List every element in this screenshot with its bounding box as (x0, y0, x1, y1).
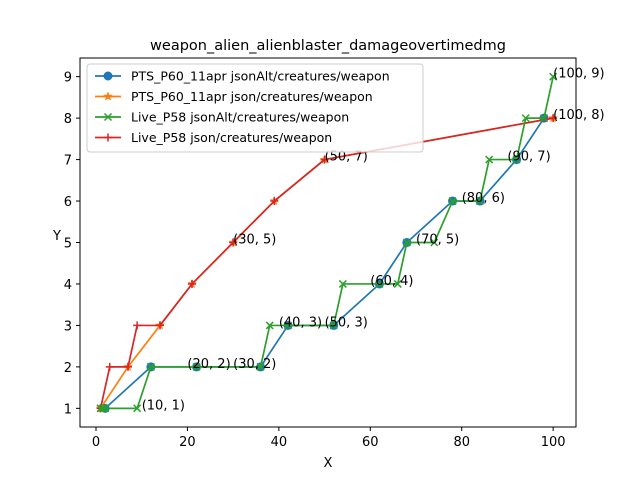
y-tick-label: 3 (64, 319, 72, 334)
data-label: (100, 9) (553, 67, 605, 82)
data-point (265, 321, 274, 330)
chart-title: weapon_alien_alienblaster_damageovertime… (150, 38, 506, 54)
series-line (100, 76, 554, 410)
y-tick-label: 2 (64, 361, 72, 376)
data-point (375, 279, 384, 288)
plot-area: (10, 1)(20, 2) (30, 2)(30, 5)(40, 3) (50, … (95, 67, 605, 414)
y-tick-label: 7 (64, 154, 72, 169)
data-label: (10, 1) (142, 398, 185, 413)
data-label: (30, 2) (233, 357, 276, 372)
data-point (539, 114, 549, 123)
data-point (105, 362, 114, 371)
data-point (393, 279, 402, 288)
y-tick-label: 9 (64, 71, 72, 86)
data-point (448, 197, 457, 206)
data-point (133, 321, 142, 330)
data-label: (50, 3) (325, 315, 368, 330)
data-point (329, 321, 338, 330)
x-tick-label: 40 (271, 435, 288, 450)
data-point (146, 362, 155, 371)
y-tick-label: 6 (64, 195, 72, 210)
data-label: (60, 4) (370, 274, 413, 289)
legend-label: PTS_P60_11apr jsonAlt/creatures/weapon (131, 69, 390, 84)
data-point (104, 133, 112, 142)
data-point (338, 279, 347, 288)
data-point (475, 197, 485, 206)
x-tick-label: 20 (179, 435, 196, 450)
y-axis-title: Y (52, 229, 61, 244)
data-point (188, 279, 196, 288)
data-point (192, 362, 201, 371)
data-point (521, 114, 530, 123)
data-point (320, 155, 329, 164)
x-tick-label: 60 (362, 435, 379, 450)
data-point (103, 91, 113, 101)
y-tick-label: 8 (64, 112, 72, 127)
data-point (485, 155, 494, 164)
data-label: (90, 7) (507, 150, 550, 165)
x-tick-label: 80 (453, 435, 470, 450)
legend: PTS_P60_11apr jsonAlt/creatures/weapon PT… (86, 63, 424, 153)
data-point (133, 404, 142, 413)
y-axis: 1 2 3 4 5 6 7 8 9 (64, 71, 80, 417)
y-tick-label: 1 (64, 402, 72, 417)
data-point (101, 404, 110, 413)
data-point (156, 321, 164, 330)
data-point (549, 72, 558, 81)
data-point (283, 321, 293, 330)
data-label: (30, 5) (233, 233, 276, 248)
data-point (549, 114, 558, 123)
data-label: (80, 6) (462, 191, 505, 206)
y-tick-label: 4 (64, 278, 72, 293)
legend-label: Live_P58 jsonAlt/creatures/weapon (131, 110, 349, 125)
x-axis: 0 20 40 60 80 100 (92, 427, 566, 450)
series-3 (96, 72, 558, 413)
data-point (98, 404, 107, 413)
data-point (103, 71, 113, 81)
data-label: (70, 5) (416, 233, 459, 248)
data-point (512, 155, 521, 164)
legend-label: Live_P58 json/creatures/weapon (131, 130, 332, 145)
legend-box (86, 63, 424, 153)
x-axis-title: X (324, 456, 333, 471)
data-point (256, 362, 265, 371)
y-tick-label: 5 (64, 237, 72, 252)
data-point (402, 238, 411, 247)
data-label: (20, 2) (187, 357, 230, 372)
x-tick-label: 0 (92, 435, 100, 450)
x-tick-label: 100 (541, 435, 566, 450)
data-point (430, 238, 439, 247)
legend-label: PTS_P60_11apr json/creatures/weapon (131, 89, 373, 104)
annotations: (10, 1)(20, 2) (30, 2)(30, 5)(40, 3) (50, … (142, 67, 605, 414)
data-label: (40, 3) (279, 315, 322, 330)
data-label: (50, 7) (325, 150, 368, 165)
series-line (99, 117, 554, 409)
data-label: (100, 8) (553, 108, 605, 123)
data-point (229, 238, 238, 247)
data-point (124, 362, 132, 371)
data-point (103, 112, 113, 122)
data-point (270, 197, 279, 206)
